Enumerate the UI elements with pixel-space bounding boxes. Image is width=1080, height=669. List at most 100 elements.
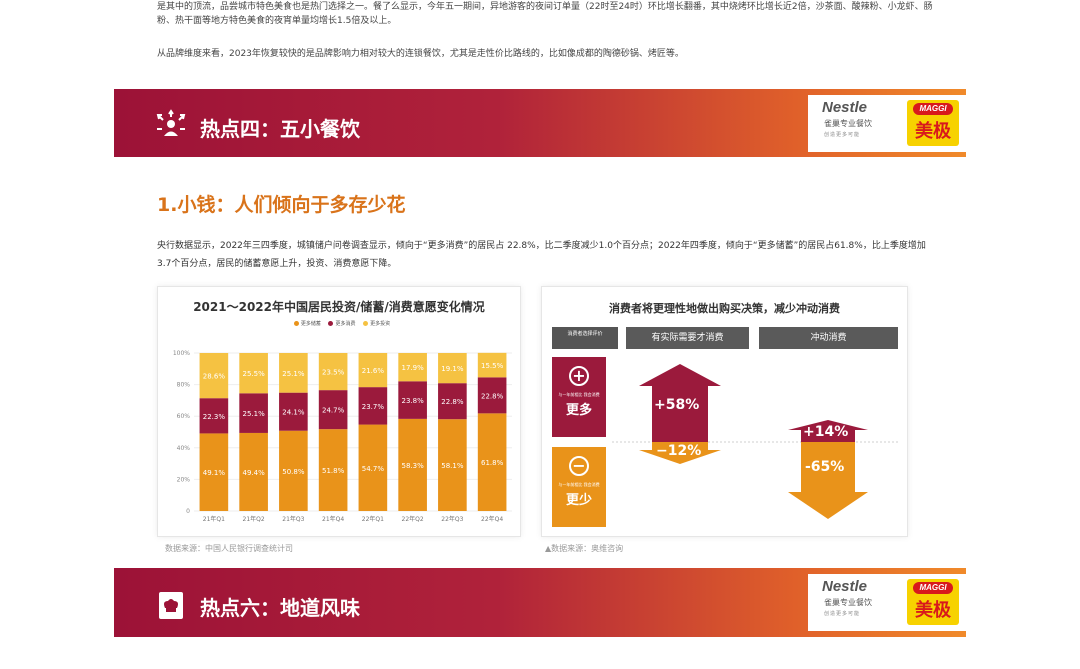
- bar-segment: [279, 392, 308, 431]
- stacked-bar-chart: 0 20% 40% 60% 80% 100% 49.1% 22.3% 28.6% 21年Q1 49.…: [173, 350, 512, 523]
- data-label: 24.7%: [322, 407, 345, 415]
- intro-paragraph-2: 从品牌维度来看，2023年恢复较快的是品牌影响力相对较大的连锁餐饮，尤其是走性价…: [157, 49, 684, 59]
- x-tick-label: 22年Q4: [481, 515, 503, 523]
- maggi-logo-text: MAGGI: [913, 582, 953, 594]
- legend-investment: 更多投资: [370, 321, 391, 327]
- data-label: 23.8%: [402, 397, 425, 405]
- maggi-logo: MAGGI 美极: [907, 100, 959, 146]
- bar-segment: [358, 424, 388, 511]
- data-label: 23.5%: [322, 369, 345, 377]
- arrows-graphic: [612, 364, 899, 519]
- chef-hat-icon: [159, 592, 183, 619]
- banner-title: 热点六：地道风味: [200, 596, 360, 620]
- legend-swatch-investment: [363, 321, 369, 326]
- value-impulse-more: +14%: [803, 424, 849, 440]
- bar-segment: [199, 398, 229, 434]
- maggi-logo: MAGGI 美极: [907, 579, 959, 625]
- legend-consumption: 更多消费: [335, 321, 356, 327]
- y-tick-label: 40%: [177, 445, 191, 452]
- data-label: 19.1%: [441, 365, 464, 373]
- bar-segment: [398, 381, 427, 419]
- bar-segment: [438, 383, 467, 420]
- bar-segment: [318, 390, 348, 430]
- y-tick-label: 20%: [177, 476, 191, 483]
- y-tick-label: 80%: [177, 382, 191, 389]
- arrow-up-needs: [639, 364, 721, 442]
- column-header-needs: 有实际需要才消费: [626, 327, 749, 349]
- data-label: 24.1%: [282, 409, 305, 417]
- bar-segment: [318, 353, 348, 391]
- bar-segment: [279, 430, 308, 511]
- y-tick-label: 60%: [177, 413, 191, 420]
- nestle-logo-cn: 雀巢专业餐饮: [824, 598, 872, 607]
- chart-legend: 更多储蓄 更多消费 更多投资: [158, 320, 520, 327]
- arrow-up-impulse: [788, 420, 868, 442]
- bar-segment: [199, 353, 229, 399]
- minus-icon: −: [569, 456, 589, 476]
- maggi-logo-text: MAGGI: [913, 103, 953, 115]
- data-label: 50.8%: [282, 468, 305, 476]
- data-label: 58.3%: [402, 462, 425, 470]
- data-label: 17.9%: [402, 364, 425, 372]
- row-less: − 与一年前相比 我会消费 更少: [552, 447, 606, 527]
- consumer-decision-panel: 消费者将更理性地做出购买决策，减少冲动消费 消费者选择评价 有实际需要才消费 冲…: [541, 286, 908, 537]
- data-label: 22.8%: [481, 392, 504, 400]
- nestle-logo-cn: 雀巢专业餐饮: [824, 119, 872, 128]
- x-tick-label: 21年Q3: [282, 515, 304, 523]
- intro-paragraph-1: 是其中的顶流，品尝城市特色美食也是热门选择之一。餐了么显示，今年五一期间，异地游…: [157, 2, 933, 26]
- x-tick-label: 22年Q1: [362, 515, 384, 523]
- arrow-down-needs: [639, 442, 721, 464]
- bar-segment: [398, 418, 427, 511]
- chart-title: 2021～2022年中国居民投资/储蓄/消费意愿变化情况: [193, 300, 485, 314]
- value-impulse-less: -65%: [805, 459, 845, 475]
- data-label: 21.6%: [362, 367, 385, 375]
- bar-segment: [199, 433, 229, 511]
- nestle-logo: Nestle: [822, 99, 868, 116]
- bar-segment: [239, 393, 268, 433]
- y-tick-label: 100%: [173, 350, 190, 357]
- row-less-label: 更少: [565, 493, 592, 508]
- data-label: 51.8%: [322, 467, 345, 475]
- data-label: 22.3%: [203, 413, 226, 421]
- x-tick-label: 22年Q3: [441, 515, 463, 523]
- data-label: 49.4%: [243, 469, 266, 477]
- row-more-caption: 与一年前相比 我会消费: [558, 392, 600, 397]
- panel-title: 消费者将更理性地做出购买决策，减少冲动消费: [609, 302, 840, 315]
- data-label: 54.7%: [362, 465, 385, 473]
- x-tick-label: 21年Q2: [243, 515, 265, 523]
- bar-segment: [239, 432, 268, 511]
- x-tick-label: 21年Q1: [203, 515, 225, 523]
- section-heading: 1.小钱：人们倾向于多存少花: [157, 194, 406, 216]
- bar-segment: [438, 353, 467, 384]
- value-needs-less: −12%: [656, 443, 702, 459]
- bar-segment: [477, 377, 507, 414]
- data-label: 15.5%: [481, 362, 504, 370]
- bar-segment: [477, 352, 507, 378]
- column-header-impulse: 冲动消费: [759, 327, 898, 349]
- y-tick-label: 0: [186, 508, 190, 515]
- row-more-label: 更多: [565, 403, 592, 418]
- bar-segment: [239, 353, 268, 394]
- legend-swatch-consumption: [328, 321, 334, 326]
- data-label: 49.1%: [203, 469, 226, 477]
- section-banner-hotspot-4: 热点四：五小餐饮 Nestle 雀巢专业餐饮 创造更多可能 MAGGI 美极: [114, 89, 966, 157]
- x-tick-label: 21年Q4: [322, 515, 344, 523]
- arrow-down-impulse: [788, 442, 868, 519]
- data-label: 58.1%: [441, 462, 464, 470]
- row-less-caption: 与一年前相比 我会消费: [558, 482, 600, 487]
- bar-segment: [398, 353, 427, 382]
- source-note-right: ▲数据来源：奥维咨询: [545, 544, 624, 553]
- plus-icon: +: [569, 366, 589, 386]
- people-network-icon: [156, 109, 186, 136]
- brand-logos: Nestle 雀巢专业餐饮 创造更多可能 MAGGI 美极: [808, 574, 966, 631]
- row-more: + 与一年前相比 我会消费 更多: [552, 357, 606, 437]
- row-label-header: 消费者选择评价: [552, 327, 618, 349]
- brand-logos: Nestle 雀巢专业餐饮 创造更多可能 MAGGI 美极: [808, 95, 966, 152]
- bar-segment: [477, 413, 507, 511]
- bar-segment: [279, 353, 308, 393]
- nestle-logo-sub: 创造更多可能: [824, 611, 861, 617]
- data-label: 61.8%: [481, 459, 504, 467]
- source-note-left: 数据来源：中国人民银行调查统计司: [165, 544, 293, 553]
- chart-panel: 2021～2022年中国居民投资/储蓄/消费意愿变化情况 更多储蓄 更多消费 更…: [157, 286, 521, 537]
- section-banner-hotspot-6: 热点六：地道风味 Nestle 雀巢专业餐饮 创造更多可能 MAGGI 美极: [114, 568, 966, 637]
